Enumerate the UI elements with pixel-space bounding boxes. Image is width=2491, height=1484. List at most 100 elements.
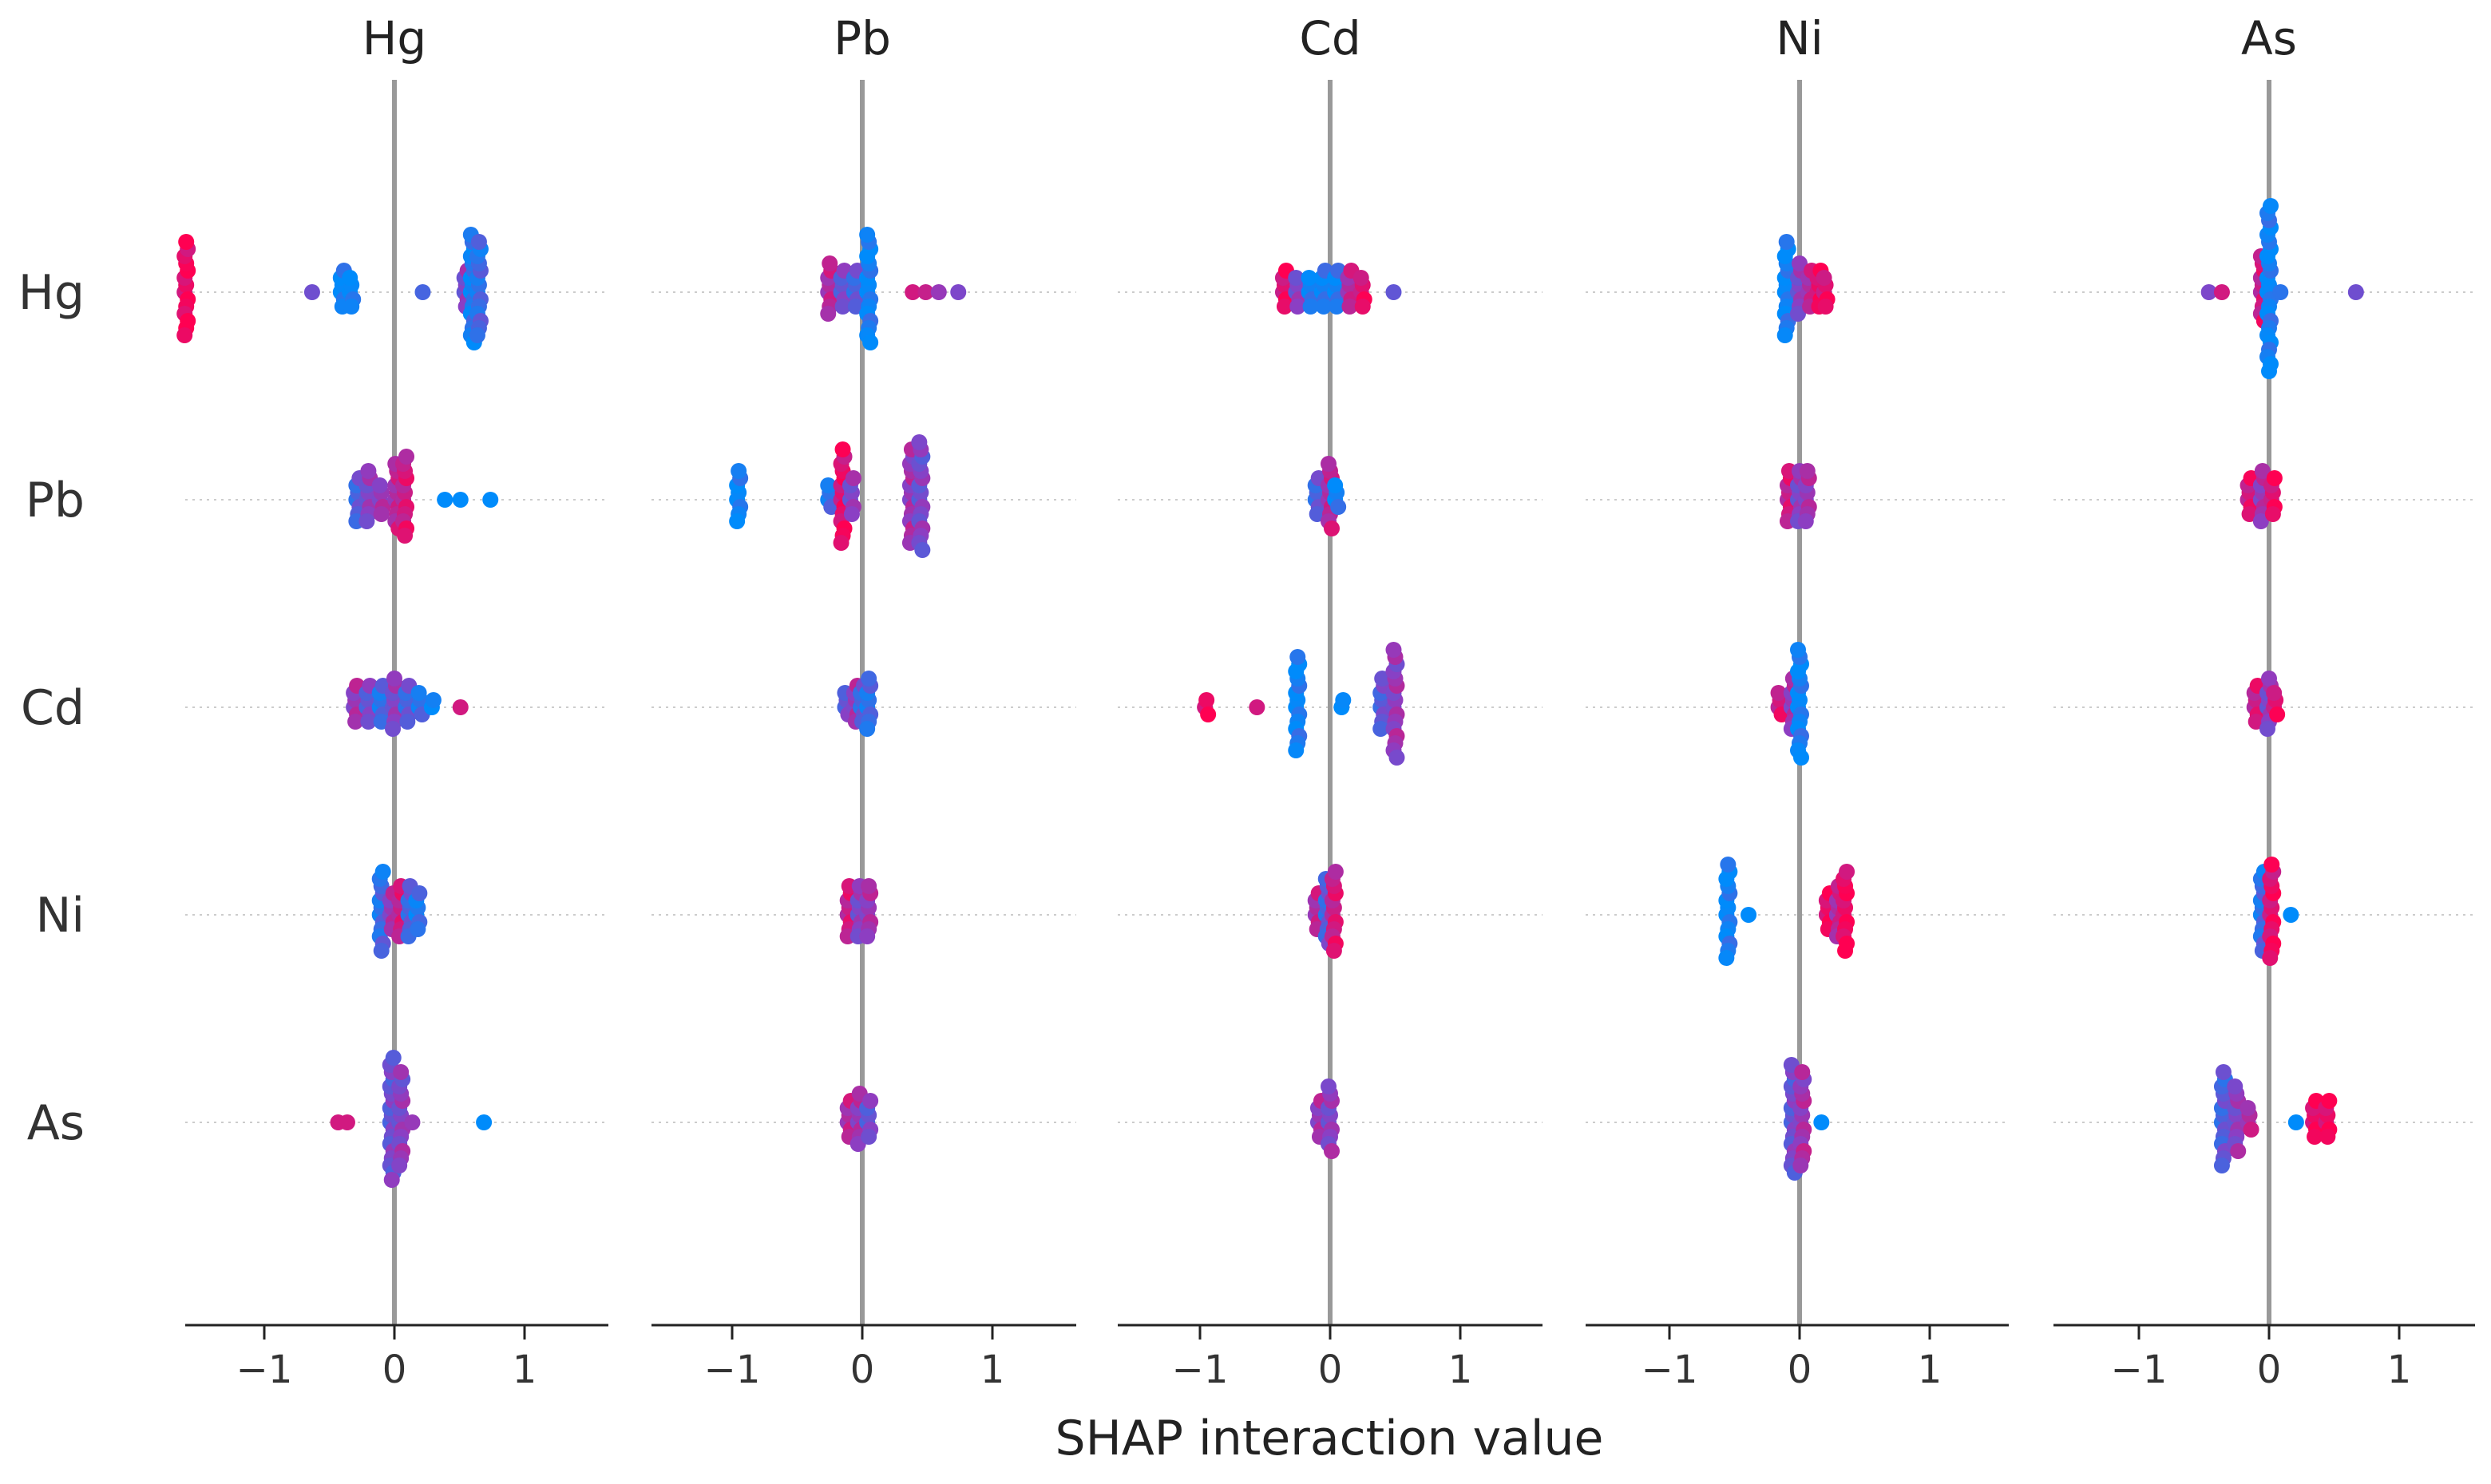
point-hg-cd-1-4 [360,714,377,730]
row-label-ni: Ni [35,888,85,944]
point-pb-hg-6-0 [930,284,947,300]
point-ni-pb-2-7 [1799,463,1816,479]
point-as-pb-1-6 [2252,513,2269,529]
point-pb-as-2-4 [861,1129,877,1145]
point-ni-hg-4-3 [1816,270,1832,286]
point-as-hg-5-0 [2347,284,2364,300]
point-cd-pb-1-9 [1321,456,1337,472]
point-as-as-0-13 [2215,1064,2232,1080]
point-hg-hg-4-0 [414,284,431,300]
point-pb-ni-2-7 [861,878,877,894]
point-as-as-1-8 [2230,1143,2247,1159]
point-hg-as-3-13 [393,1064,410,1080]
point-as-as-2-3 [2240,1100,2256,1116]
point-ni-as-2-0 [1813,1114,1830,1130]
point-cd-ni-2-10 [1325,943,1342,959]
x-tick-label-cd-0: −1 [1172,1347,1229,1392]
point-pb-hg-2-4 [847,299,864,315]
point-cd-as-1-9 [1321,1078,1337,1094]
point-as-cd-2-2 [2269,706,2286,722]
point-hg-cd-3-7 [386,671,402,687]
point-hg-pb-1-6 [358,513,375,529]
point-cd-hg-1-4 [1289,299,1306,315]
point-hg-hg-3-3 [342,270,358,286]
point-cd-hg-2-4 [1302,299,1319,315]
point-pb-ni-2-6 [859,928,876,944]
point-ni-hg-0-13 [1778,234,1795,250]
point-hg-cd-5-3 [410,685,427,701]
point-as-hg-3-23 [2263,198,2279,214]
point-hg-hg-0-12 [176,327,193,343]
x-tick-label-cd-2: 1 [1448,1347,1473,1392]
point-ni-hg-1-6 [1790,306,1806,322]
point-pb-hg-0-7 [822,255,838,271]
point-pb-hg-5-0 [917,284,934,300]
point-hg-pb-4-10 [397,528,414,544]
point-cd-hg-5-4 [1341,299,1358,315]
point-cd-pb-0-4 [1309,506,1325,522]
x-tick-label-hg-0: −1 [236,1347,293,1392]
point-cd-cd-1-0 [1249,699,1265,715]
point-cd-hg-0-4 [1276,299,1293,315]
point-hg-pb-7-0 [482,492,499,508]
point-as-as-2-2 [2243,1122,2259,1138]
point-hg-ni-0-10 [373,943,390,959]
point-as-pb-2-4 [2264,506,2281,522]
point-ni-ni-1-0 [1741,907,1757,923]
point-pb-pb-2-13 [834,441,851,457]
point-pb-pb-5-14 [914,542,931,558]
point-as-ni-1-13 [2263,857,2280,873]
point-ni-ni-0-12 [1718,950,1735,966]
point-hg-as-1-0 [339,1114,355,1130]
panel-title-ni: Ni [1776,11,1824,65]
point-hg-cd-4-4 [399,714,416,730]
point-hg-pb-4-11 [398,449,415,465]
point-pb-pb-3-4 [843,506,860,522]
panel-title-cd: Cd [1299,11,1360,65]
point-pb-pb-0-6 [729,513,746,529]
point-cd-cd-5-15 [1385,642,1402,658]
point-cd-as-1-8 [1324,1143,1340,1159]
x-tick-label-pb-1: 0 [850,1347,875,1392]
point-ni-hg-4-4 [1817,299,1834,315]
point-pb-hg-7-0 [950,284,967,300]
point-pb-pb-0-7 [731,463,747,479]
point-hg-hg-7-13 [470,234,487,250]
point-cd-hg-6-3 [1352,270,1369,286]
point-ni-cd-0-3 [1770,685,1787,701]
point-pb-hg-3-14 [862,334,879,350]
point-cd-ni-2-11 [1327,864,1344,880]
point-cd-cd-5-14 [1388,750,1405,766]
point-hg-as-4-0 [404,1114,421,1130]
panel-title-pb: Pb [834,11,891,65]
point-ni-ni-4-11 [1839,864,1855,880]
point-cd-hg-4-4 [1329,299,1345,315]
point-as-as-5-4 [2319,1129,2336,1145]
x-tick-label-pb-2: 1 [980,1347,1005,1392]
point-as-ni-2-0 [2283,907,2299,923]
x-tick-label-as-2: 1 [2387,1347,2412,1392]
point-as-ni-1-12 [2262,950,2279,966]
point-cd-hg-2-3 [1301,270,1317,286]
x-tick-label-ni-2: 1 [1918,1347,1943,1392]
point-hg-cd-2-4 [373,714,390,730]
point-hg-hg-1-0 [303,284,320,300]
point-hg-cd-6-1 [425,692,442,708]
point-hg-pb-6-0 [452,492,469,508]
point-ni-hg-1-7 [1792,255,1808,271]
point-cd-cd-0-2 [1200,706,1217,722]
point-ni-cd-2-15 [1790,642,1806,658]
point-cd-cd-2-13 [1289,649,1306,665]
point-ni-hg-0-12 [1776,327,1793,343]
point-cd-hg-6-4 [1354,299,1371,315]
point-cd-hg-3-4 [1315,299,1332,315]
point-cd-cd-0-1 [1198,692,1215,708]
point-hg-cd-0-4 [347,714,364,730]
point-hg-as-2-16 [383,1172,400,1188]
point-cd-cd-4-7 [1374,671,1391,687]
point-ni-ni-4-10 [1837,943,1854,959]
point-pb-hg-1-4 [834,299,851,315]
point-hg-pb-2-4 [373,506,390,522]
point-as-hg-3-22 [2261,363,2277,379]
